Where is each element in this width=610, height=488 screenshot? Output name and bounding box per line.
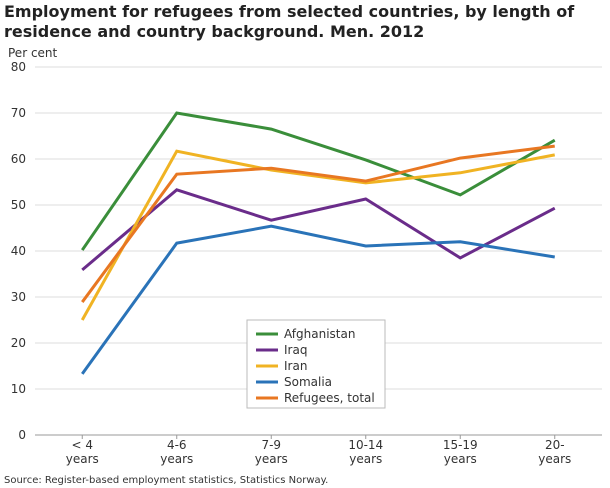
source: Source: Register-based employment statis… [4, 475, 328, 486]
series-line [81, 224, 555, 375]
x-tick-label: 15-19 years [443, 438, 478, 466]
series-line [81, 111, 556, 251]
series-line [80, 149, 556, 321]
y-tick-label: 70 [11, 106, 26, 120]
y-tick-label: 0 [18, 428, 26, 442]
legend-label: Iran [284, 359, 307, 373]
legend-label: Afghanistan [284, 327, 355, 341]
chart-title: Employment for refugees from selected co… [4, 2, 575, 41]
x-tick-label: 4-6 years [160, 438, 193, 466]
legend-label: Somalia [284, 375, 332, 389]
y-axis-label: Per cent [8, 46, 58, 60]
y-tick-label: 10 [11, 382, 26, 396]
legend: Afghanistan Iraq Iran Somalia Refugees, tota… [246, 319, 386, 409]
x-tick-label: < 4 years [66, 438, 99, 466]
y-tick-label: 40 [11, 244, 26, 258]
legend-box [246, 319, 386, 409]
series-line [81, 144, 555, 303]
y-tick-label: 30 [11, 290, 26, 304]
y-tick-label: 20 [11, 336, 26, 350]
y-tick-label: 50 [11, 198, 26, 212]
series-line [81, 188, 556, 272]
x-tick-label: 20-years [538, 438, 571, 466]
y-tick-label: 60 [11, 152, 26, 166]
x-tick-label: 7-9 years [255, 438, 288, 466]
legend-label: Refugees, total [284, 391, 375, 405]
x-tick-label: 10-14 years [348, 438, 383, 466]
y-tick-label: 80 [11, 60, 26, 74]
legend-label: Iraq [284, 343, 307, 357]
